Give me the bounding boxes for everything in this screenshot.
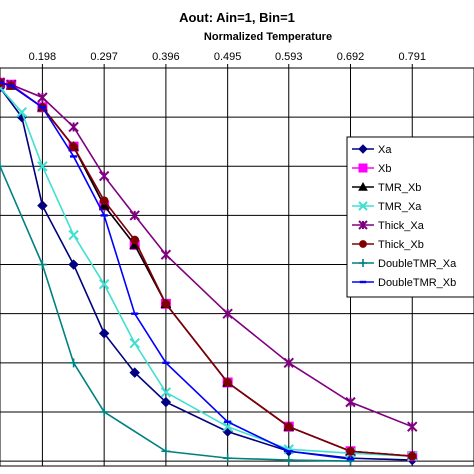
x-tick-label: 0.692 — [337, 51, 365, 63]
data-point — [223, 378, 232, 387]
data-point — [161, 299, 171, 309]
data-point — [37, 161, 48, 172]
x-tick-label: 0.396 — [152, 51, 180, 63]
series-doubletmr-xa — [0, 161, 356, 466]
legend-item: TMR_Xa — [352, 201, 422, 213]
grid — [0, 68, 474, 466]
x-axis-title: Normalized Temperature — [204, 31, 332, 43]
data-point — [98, 170, 110, 182]
data-point — [99, 407, 109, 417]
data-point — [129, 337, 140, 349]
data-point — [16, 107, 28, 118]
data-point — [358, 220, 368, 230]
legend-item: DoubleTMR_Xb — [352, 277, 456, 289]
x-tick-label: 0.198 — [29, 51, 57, 63]
data-point — [68, 229, 79, 241]
series-line — [0, 81, 351, 460]
x-axis: 0.198 0.297 0.396 0.495 0.593 0.692 0.791 — [29, 51, 426, 68]
data-point — [160, 387, 172, 398]
data-point — [345, 396, 356, 408]
data-point — [358, 144, 368, 154]
data-point — [0, 161, 5, 171]
chart-title: Aout: Ain=1, Bin=1 — [179, 10, 295, 25]
x-tick-label: 0.297 — [90, 51, 118, 63]
legend-label: DoubleTMR_Xa — [378, 258, 457, 270]
plot-area-border — [0, 67, 474, 467]
legend-item: TMR_Xb — [352, 181, 421, 194]
series-layer — [0, 77, 418, 466]
data-point — [160, 396, 172, 408]
legend-label: Xa — [378, 144, 392, 156]
data-point — [407, 451, 417, 461]
x-tick-label: 0.791 — [398, 51, 426, 63]
legend-item: DoubleTMR_Xa — [352, 258, 457, 270]
data-point — [359, 240, 367, 248]
data-point — [130, 235, 140, 245]
data-point — [68, 259, 79, 270]
series-thick-xa — [0, 77, 418, 432]
data-point — [68, 121, 79, 133]
data-point — [160, 249, 172, 260]
data-point — [283, 357, 294, 369]
data-point — [359, 259, 367, 267]
legend-box — [346, 136, 474, 298]
legend-item: Thick_Xa — [352, 220, 425, 232]
data-point — [37, 260, 47, 270]
data-point — [222, 308, 233, 319]
legend-item: Thick_Xb — [352, 239, 424, 251]
data-point — [358, 163, 368, 173]
data-point — [37, 92, 48, 103]
data-point — [98, 200, 110, 210]
data-point — [98, 278, 110, 290]
data-point — [407, 421, 418, 432]
legend-label: TMR_Xa — [378, 201, 422, 213]
legend-label: Xb — [378, 163, 391, 175]
data-point — [358, 201, 368, 211]
legend-item: Xa — [352, 144, 392, 156]
data-point — [69, 358, 79, 368]
data-point — [346, 446, 355, 456]
legend-label: Thick_Xb — [378, 239, 424, 251]
data-point — [69, 142, 78, 151]
legend-label: Thick_Xa — [378, 220, 425, 232]
data-point — [161, 446, 171, 456]
data-point — [284, 455, 294, 465]
data-point — [99, 196, 109, 205]
data-point — [223, 453, 233, 463]
data-point — [37, 200, 48, 211]
x-tick-label: 0.495 — [214, 51, 242, 63]
series-doubletmr-xb — [0, 81, 355, 461]
data-point — [358, 181, 368, 191]
data-point — [129, 210, 140, 221]
data-point — [98, 328, 110, 339]
x-tick-label: 0.593 — [275, 51, 303, 63]
legend-label: DoubleTMR_Xb — [378, 277, 456, 289]
data-point — [129, 367, 140, 378]
legend-item: Xb — [352, 163, 391, 175]
legend-label: TMR_Xb — [378, 182, 421, 194]
legend: Xa Xb TMR_Xb TMR_Xa Thick_Xa Thick_Xb DoubleTM… — [346, 136, 474, 298]
data-point — [284, 422, 294, 432]
